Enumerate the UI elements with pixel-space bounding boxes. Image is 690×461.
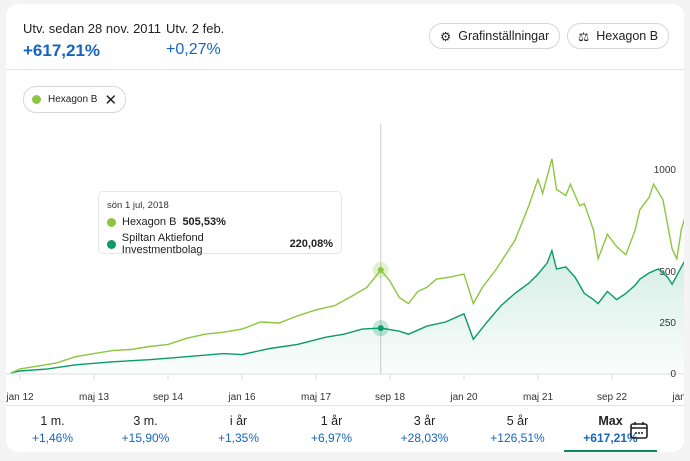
legend-dot-icon [107,217,116,227]
tooltip-name: Hexagon B [122,216,177,228]
tab-label: 3 år [413,414,436,428]
series-line-hexagon-b [10,158,684,374]
tooltip-value: 505,53% [182,216,226,228]
tab-value: +1,46% [31,431,74,445]
y-tick-label: 0 [670,369,676,380]
hover-point [377,325,384,332]
calendar-icon[interactable] [629,420,649,445]
tab-label: 5 år [506,414,529,428]
tooltip-date: sön 1 jul, 2018 [107,200,169,211]
tooltip-row: Spiltan Aktiefond Investmentbolag 220,08% [107,232,333,256]
since-label: Utv. sedan 28 nov. 2011 [23,21,162,36]
hover-point [377,266,384,273]
tab-1-r[interactable]: 1 år +6,97% [285,406,378,452]
legend-dot-icon [107,239,116,249]
tab-5-r[interactable]: 5 år +126,51% [471,406,564,452]
chip-label: Hexagon B [48,94,98,105]
chart-settings-button[interactable]: ⚙ Grafinställningar [429,23,561,49]
x-tick-label: jan 24 [671,392,684,403]
tab-value: +617,21% [583,431,638,445]
tab-value: +1,35% [217,431,260,445]
tab-3-m-[interactable]: 3 m. +15,90% [99,406,192,452]
since-stat: Utv. sedan 28 nov. 2011 +617,21% [23,21,161,61]
tooltip-value: 220,08% [289,238,333,250]
tab-i-r[interactable]: i år +1,35% [192,406,285,452]
period-tabs: 1 m. +1,46% 3 m. +15,90% i år +1,35% 1 år +6,97… [6,405,684,452]
series-chip[interactable]: Hexagon B ✕ [23,86,127,113]
tab-max[interactable]: Max +617,21% [564,406,657,452]
compare-button[interactable]: ⚖ Hexagon B [567,23,670,49]
tab-value: +6,97% [310,431,353,445]
chart-card: Utv. sedan 28 nov. 2011 +617,21% Utv. 2 … [6,4,684,452]
x-tick-label: sep 18 [375,392,405,403]
y-tick-label: 1000 [654,165,677,176]
x-tick-label: jan 16 [227,392,256,403]
series-line-spiltan-aktiefond-investmentbolag [10,248,684,374]
series-area [10,250,684,373]
tab-label: 1 år [320,414,343,428]
header: Utv. sedan 28 nov. 2011 +617,21% Utv. 2 … [6,4,684,70]
gear-icon: ⚙ [440,29,452,44]
tooltip-row: Hexagon B 505,53% [107,216,333,228]
day-value: +0,27% [166,41,221,58]
y-tick-label: 500 [659,267,676,278]
tooltip: sön 1 jul, 2018 Hexagon B 505,53% Spiltan… [98,191,342,256]
x-tick-label: maj 21 [523,392,553,403]
tab-value: +15,90% [121,431,170,445]
close-icon[interactable]: ✕ [104,91,118,109]
x-tick-label: maj 17 [301,392,331,403]
x-tick-label: sep 22 [597,392,627,403]
day-stat: Utv. 2 feb. +0,27% [166,21,224,59]
x-tick-label: sep 14 [153,392,183,403]
series-dot-icon [32,95,41,104]
tab-1-m-[interactable]: 1 m. +1,46% [6,406,99,452]
tab-label: Max [598,414,623,428]
tab-value: +28,03% [400,431,449,445]
x-tick-label: jan 20 [449,392,478,403]
scale-icon: ⚖ [578,29,590,44]
settings-label: Grafinställningar [458,29,550,43]
tooltip-name: Spiltan Aktiefond Investmentbolag [121,232,204,256]
tab-3-r[interactable]: 3 år +28,03% [378,406,471,452]
x-tick-label: maj 13 [79,392,109,403]
tab-label: 1 m. [40,414,65,428]
x-tick-label: jan 12 [6,392,34,403]
tab-value: +126,51% [490,431,545,445]
compare-label: Hexagon B [596,29,659,43]
day-label: Utv. 2 feb. [166,21,225,36]
tab-label: i år [229,414,248,428]
tab-label: 3 m. [133,414,158,428]
since-value: +617,21% [23,41,101,60]
